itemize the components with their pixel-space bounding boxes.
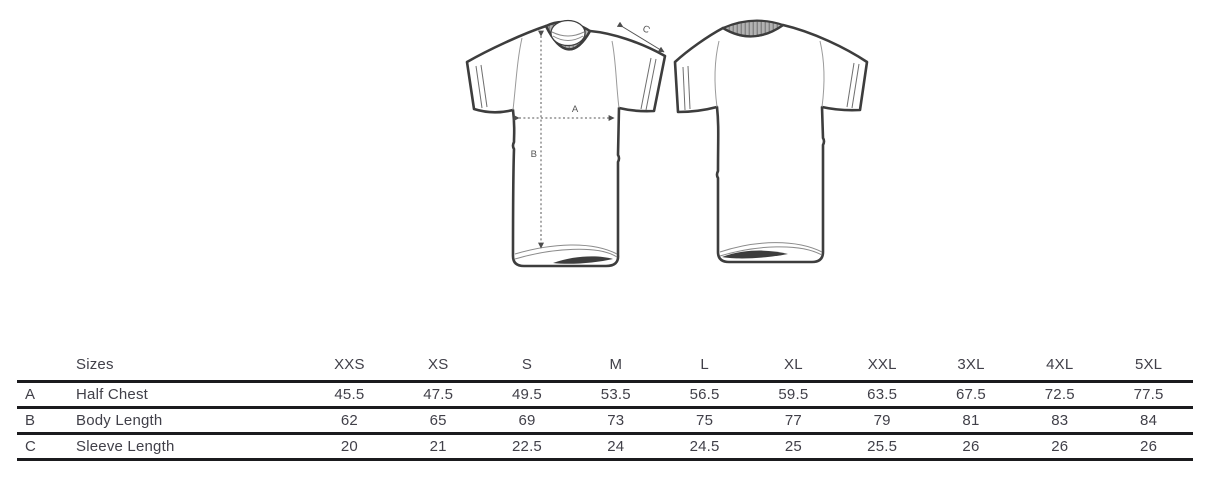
cell-value: 25.5 <box>867 437 898 455</box>
front-hem-shadow <box>553 256 613 264</box>
row-letter: A <box>25 385 36 403</box>
row-measurement: Body Length <box>76 411 163 429</box>
cell-value: 75 <box>696 411 714 429</box>
row-letter: C <box>25 437 37 455</box>
cell-value: 72.5 <box>1044 385 1075 403</box>
table-row-body-length: B Body Length 62 65 69 73 75 77 79 81 83… <box>17 407 1193 433</box>
header-size-5xl: 5XL <box>1134 355 1163 373</box>
size-table-header-row: Sizes XXS XS S M L XL XXL 3XL 4XL 5XL <box>17 349 1193 381</box>
cell-value: 25 <box>784 437 802 455</box>
cell-value: 49.5 <box>511 385 542 403</box>
tshirt-front-diagram: A B C <box>465 19 667 268</box>
cell-value: 47.5 <box>423 385 454 403</box>
cell-value: 26 <box>962 437 980 455</box>
header-size-xl: XL <box>784 355 803 373</box>
header-sizes-label: Sizes <box>76 355 114 373</box>
header-size-l: L <box>700 355 709 373</box>
header-size-xxl: XXL <box>867 355 897 373</box>
cell-value: 67.5 <box>955 385 986 403</box>
header-size-xxs: XXS <box>334 355 365 373</box>
cell-value: 26 <box>1140 437 1158 455</box>
table-row-sleeve-length: C Sleeve Length 20 21 22.5 24 24.5 25 25… <box>17 433 1193 459</box>
cell-value: 22.5 <box>511 437 542 455</box>
cell-value: 26 <box>1051 437 1069 455</box>
cell-value: 24.5 <box>689 437 720 455</box>
cell-value: 84 <box>1140 411 1158 429</box>
header-letter-spacer <box>17 349 71 381</box>
measure-label-a: A <box>572 104 579 115</box>
measure-arrow-a: A <box>513 104 615 121</box>
cell-value: 63.5 <box>867 385 898 403</box>
back-hem-shadow <box>722 250 788 259</box>
cell-value: 69 <box>518 411 536 429</box>
back-collar <box>721 19 785 38</box>
table-row-half-chest: A Half Chest 45.5 47.5 49.5 53.5 56.5 59… <box>17 381 1193 407</box>
header-size-4xl: 4XL <box>1046 355 1074 373</box>
cell-value: 45.5 <box>334 385 365 403</box>
cell-value: 62 <box>340 411 358 429</box>
cell-value: 83 <box>1051 411 1069 429</box>
header-size-m: M <box>609 355 623 373</box>
front-shirt-outline <box>465 24 667 268</box>
back-shirt-outline <box>673 23 869 264</box>
cell-value: 21 <box>429 437 447 455</box>
cell-value: 79 <box>873 411 891 429</box>
cell-value: 56.5 <box>689 385 720 403</box>
cell-value: 53.5 <box>600 385 631 403</box>
row-letter: B <box>25 411 36 429</box>
measure-label-c: C <box>641 23 652 36</box>
measure-arrow-b: B <box>531 30 544 249</box>
cell-value: 73 <box>607 411 625 429</box>
cell-value: 77.5 <box>1133 385 1164 403</box>
header-size-3xl: 3XL <box>957 355 985 373</box>
tshirt-back-diagram <box>673 19 869 264</box>
header-size-xs: XS <box>427 355 449 373</box>
cell-value: 81 <box>962 411 980 429</box>
cell-value: 77 <box>784 411 802 429</box>
measure-arrow-c: C <box>616 21 665 53</box>
cell-value: 24 <box>607 437 625 455</box>
cell-value: 20 <box>340 437 358 455</box>
row-measurement: Sleeve Length <box>76 437 175 455</box>
measure-label-b: B <box>531 149 537 160</box>
size-table: Sizes XXS XS S M L XL XXL 3XL 4XL 5XL A … <box>17 349 1193 461</box>
cell-value: 59.5 <box>778 385 809 403</box>
header-size-s: S <box>521 355 533 373</box>
cell-value: 65 <box>429 411 447 429</box>
row-measurement: Half Chest <box>76 385 149 403</box>
